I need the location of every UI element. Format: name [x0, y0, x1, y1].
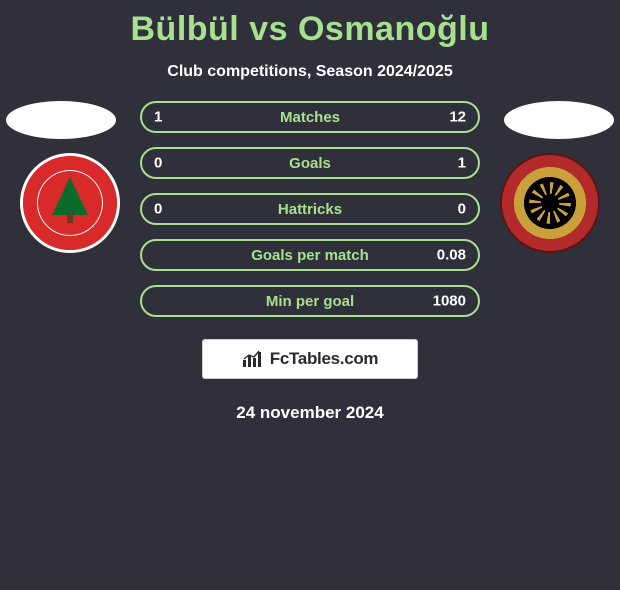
stat-row-goals: 0 Goals 1 [140, 147, 480, 179]
stat-right-value: 0.08 [437, 247, 466, 264]
stat-left-value: 0 [154, 155, 162, 172]
right-team-crest [500, 153, 600, 253]
stat-label: Matches [280, 109, 340, 126]
stat-right-value: 1080 [433, 293, 466, 310]
stat-left-value: 0 [154, 201, 162, 218]
stat-left-value: 1 [154, 109, 162, 126]
stat-row-hattricks: 0 Hattricks 0 [140, 193, 480, 225]
subtitle: Club competitions, Season 2024/2025 [0, 63, 620, 81]
left-team-crest [20, 153, 120, 253]
stat-label: Hattricks [278, 201, 342, 218]
brand-text: FcTables.com [270, 349, 379, 369]
right-flag [504, 101, 614, 139]
stat-label: Goals per match [251, 247, 369, 264]
brand-badge[interactable]: FcTables.com [202, 339, 418, 379]
stats-list: 1 Matches 12 0 Goals 1 0 Hattricks 0 Goa… [140, 101, 480, 317]
stat-right-value: 12 [449, 109, 466, 126]
stat-right-value: 0 [458, 201, 466, 218]
stat-label: Min per goal [266, 293, 354, 310]
stat-right-value: 1 [458, 155, 466, 172]
stat-row-goals-per-match: Goals per match 0.08 [140, 239, 480, 271]
stat-label: Goals [289, 155, 331, 172]
left-flag [6, 101, 116, 139]
bar-chart-icon [242, 350, 264, 368]
stat-row-min-per-goal: Min per goal 1080 [140, 285, 480, 317]
stat-row-matches: 1 Matches 12 [140, 101, 480, 133]
date-label: 24 november 2024 [0, 403, 620, 423]
page-title: Bülbül vs Osmanoğlu [0, 10, 620, 49]
comparison-panel: 1 Matches 12 0 Goals 1 0 Hattricks 0 Goa… [0, 101, 620, 423]
